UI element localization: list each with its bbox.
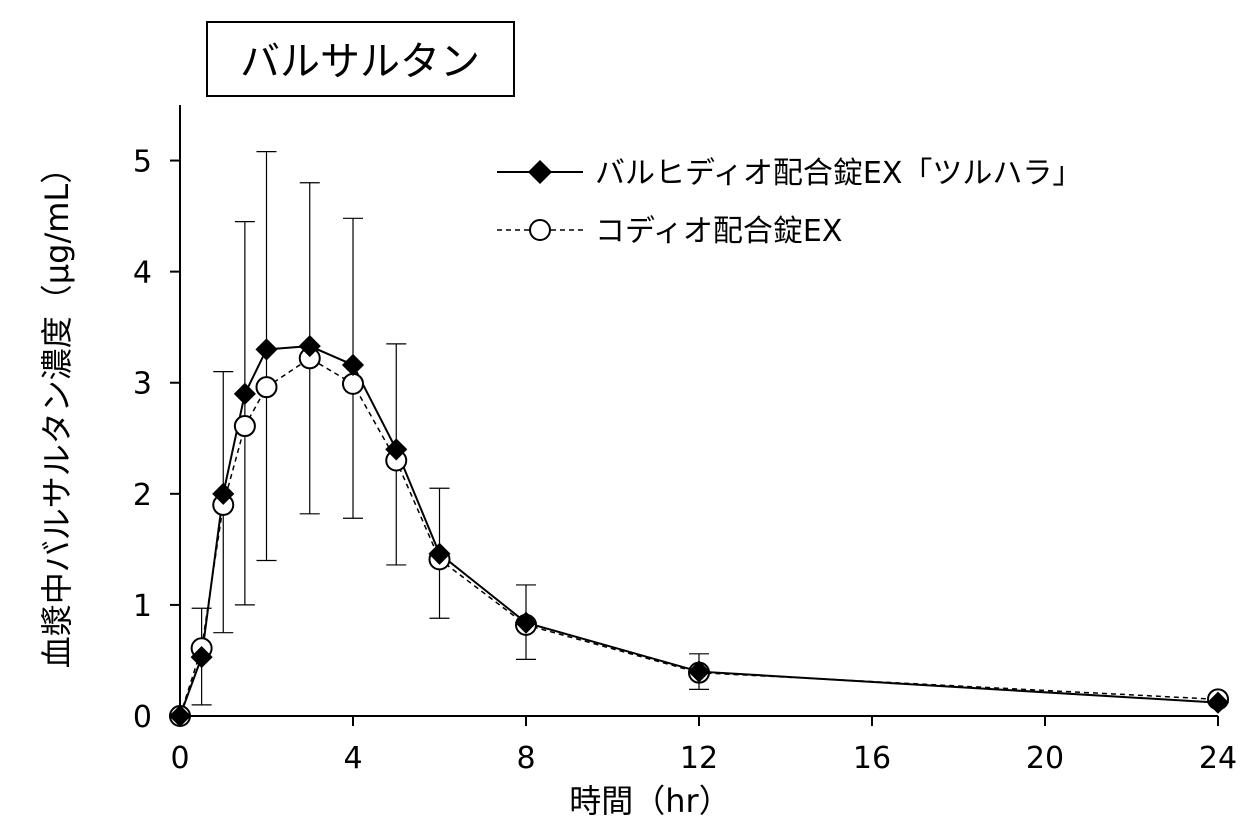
legend-label-series-2: コディオ配合錠EX <box>595 214 842 249</box>
x-tick-label: 0 <box>170 741 189 776</box>
x-tick-label: 4 <box>343 741 362 776</box>
y-tick-label: 4 <box>133 256 152 291</box>
series-1-point <box>428 542 451 565</box>
legend-label-series-1: バルヒディオ配合錠EX「ツルハラ」 <box>595 156 1082 191</box>
series-1-point <box>190 646 213 669</box>
series-1-point <box>298 335 321 358</box>
series-1-point <box>1206 691 1230 714</box>
chart-title: バルサルタン <box>240 39 480 85</box>
x-tick-label: 20 <box>1026 741 1064 776</box>
x-ticks: 0 4 8 12 16 20 24 <box>170 716 1237 776</box>
series-1-point <box>514 611 538 634</box>
series-1-point <box>687 660 711 683</box>
x-tick-label: 24 <box>1199 741 1237 776</box>
series-1-point <box>255 338 278 361</box>
series-2-point <box>342 372 364 395</box>
y-tick-label: 5 <box>133 145 152 180</box>
x-tick-label: 8 <box>516 741 535 776</box>
series-1-point <box>168 704 192 728</box>
legend-marker-series-1 <box>527 159 553 185</box>
x-tick-label: 16 <box>853 741 891 776</box>
series-2-point <box>233 415 256 438</box>
series-1-point <box>341 353 365 377</box>
series-1-line <box>179 345 1219 717</box>
y-tick-label: 1 <box>133 589 152 624</box>
series-2-point <box>255 376 278 399</box>
legend: バルヒディオ配合錠EX「ツルハラ」 コディオ配合錠EX <box>497 156 1082 249</box>
series-2-line <box>179 357 1219 717</box>
x-axis-title: 時間（hr） <box>569 782 730 820</box>
y-ticks: 0 1 2 3 4 5 <box>133 145 180 735</box>
chart-title-box <box>206 21 515 97</box>
series-1-point <box>233 382 256 405</box>
y-tick-label: 3 <box>133 367 152 402</box>
axes <box>179 105 1218 717</box>
y-tick-label: 2 <box>133 478 152 513</box>
series-1-point <box>212 482 235 505</box>
y-axis-title: 血漿中バルサルタン濃度（μg/mL） <box>38 152 76 668</box>
markers <box>168 335 1230 728</box>
legend-marker-series-2 <box>529 219 551 241</box>
y-tick-label: 0 <box>133 700 152 735</box>
series-1-point <box>385 438 408 461</box>
series-lines <box>179 345 1219 717</box>
x-tick-label: 12 <box>680 741 718 776</box>
